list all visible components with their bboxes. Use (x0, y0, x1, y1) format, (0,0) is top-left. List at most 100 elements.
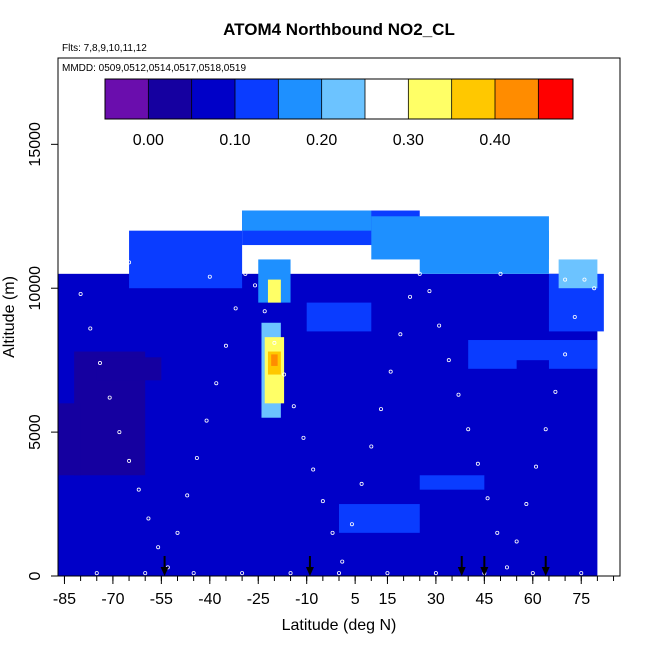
flight-path-point (194, 456, 199, 461)
x-tick-label: 15 (379, 591, 397, 608)
flight-path-point (243, 271, 248, 276)
heatmap-cell (58, 403, 81, 476)
colorbar-swatch (451, 79, 495, 119)
heatmap-cell (371, 216, 549, 260)
colorbar-tick-label: 0.30 (393, 132, 424, 149)
flight-path-point (330, 530, 335, 535)
colorbar-swatch (321, 79, 365, 119)
x-tick-label: -10 (295, 591, 318, 608)
arrow-marker-head (480, 567, 489, 576)
flight-path-point (94, 571, 99, 576)
flight-path-point (233, 306, 238, 311)
colorbar-swatch (105, 79, 149, 119)
arrow-marker-head (541, 567, 550, 576)
x-tick-label: -40 (198, 591, 221, 608)
heatmap-cell (64, 552, 162, 576)
flight-path-point (223, 343, 228, 348)
chart-title: ATOM4 Northbound NO2_CL (223, 20, 455, 39)
flight-path-point (385, 571, 390, 576)
flight-path-point (127, 260, 132, 265)
x-tick-label: 75 (572, 591, 590, 608)
flight-path-point (401, 268, 406, 273)
flight-path-point (495, 530, 500, 535)
flight-path-point (433, 571, 438, 576)
flight-path-point (146, 516, 151, 521)
x-tick-label: 30 (427, 591, 445, 608)
x-axis-label: Latitude (deg N) (282, 617, 397, 634)
x-tick-label: -25 (247, 591, 270, 608)
flight-path-point (504, 565, 509, 570)
flight-path-point (579, 571, 584, 576)
flight-path-point (107, 395, 112, 400)
flight-path-point (530, 571, 535, 576)
heatmap-cell (339, 504, 420, 533)
flight-path-point (304, 263, 309, 268)
colorbar-swatch (235, 79, 279, 119)
heatmap-cell (306, 302, 372, 332)
heatmap-cell (267, 279, 281, 303)
flight-path-point (282, 372, 287, 377)
flight-path-point (340, 559, 345, 564)
flight-path-point (262, 309, 267, 314)
axes: -85 -70 -55 -40 -25 -10 5 15 30 45 60 75 0 5000 10000 1… (27, 122, 615, 608)
flight-path-point (320, 499, 325, 504)
flight-path-point (427, 289, 432, 294)
colorbar-swatch (148, 79, 192, 119)
flight-path-point (466, 427, 471, 432)
flight-path-point (291, 404, 296, 409)
flight-path-point (572, 314, 577, 319)
heatmap-cell (271, 354, 278, 366)
flight-path-point (485, 496, 490, 501)
flight-path-point (207, 274, 212, 279)
heatmap-cell (129, 230, 243, 289)
flight-path-point (417, 271, 422, 276)
flight-path-point (97, 361, 102, 366)
flight-path-point (378, 407, 383, 412)
flight-path-point (143, 571, 148, 576)
colorbar-swatch (538, 79, 573, 119)
flight-path-point (369, 444, 374, 449)
flight-path-point (446, 358, 451, 363)
flight-path-point (398, 332, 403, 337)
colorbar-swatch (191, 79, 235, 119)
flight-path-point (498, 271, 503, 276)
flight-path-point (408, 294, 413, 299)
y-tick-label: 0 (27, 571, 44, 580)
arrow-marker-head (160, 567, 169, 576)
flight-path-point (240, 571, 245, 576)
flight-path-point (514, 539, 519, 544)
flight-path-point (563, 277, 568, 282)
heatmap-cell (242, 210, 372, 231)
flight-path-point (175, 530, 180, 535)
heatmap-cell (558, 259, 598, 289)
colorbar-frame (104, 78, 574, 120)
heatmap-cell (516, 360, 549, 461)
colorbar-tick-label: 0.20 (306, 132, 337, 149)
flight-path-point (349, 522, 354, 527)
heatmap-cell (96, 357, 162, 381)
x-tick-label: -85 (53, 591, 76, 608)
heatmap-cell (419, 475, 485, 490)
plot-area (58, 210, 604, 576)
x-tick-label: 60 (524, 591, 542, 608)
flight-path-point (156, 545, 161, 550)
arrow-marker-head (457, 567, 466, 576)
flight-path-point (288, 571, 293, 576)
y-axis-label: Altitude (m) (1, 276, 18, 358)
flight-path-point (388, 369, 393, 374)
flight-path-point (185, 493, 190, 498)
flight-path-point (191, 571, 196, 576)
flight-path-point (582, 277, 587, 282)
y-tick-label: 10000 (27, 266, 44, 311)
colorbar-swatch (495, 79, 539, 119)
flight-path-point (127, 458, 132, 463)
flight-path-point (311, 467, 316, 472)
y-tick-label: 5000 (27, 414, 44, 450)
y-tick-label: 15000 (27, 122, 44, 167)
colorbar-tick-label: 0.10 (219, 132, 250, 149)
flight-path-point (359, 481, 364, 486)
x-tick-label: -70 (101, 591, 124, 608)
flight-path-point (117, 430, 122, 435)
colorbar: 0.00 0.10 0.20 0.30 0.40 (104, 78, 574, 149)
colorbar-swatch (408, 79, 452, 119)
